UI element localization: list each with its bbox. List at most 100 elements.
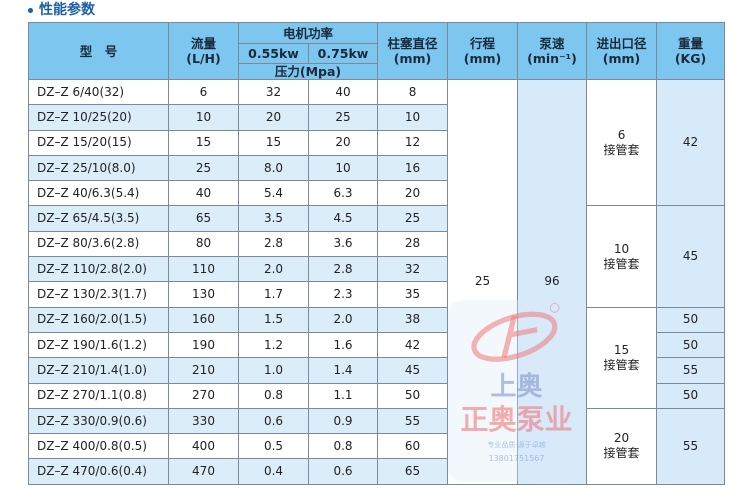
cell-pressure-075: 2.8 — [307, 256, 379, 283]
cell-flow: 210 — [168, 357, 239, 384]
table-body: DZ–Z 6/40(32) 6 32 40 8 25 96 6 接管套 42 DZ–Z 10/25(… — [28, 78, 726, 485]
table-row: DZ–Z 25/10(8.0) 25 8.0 10 16 — [28, 154, 725, 182]
cell-pressure-055: 0.6 — [238, 407, 309, 435]
cell-pressure-075: 3.6 — [307, 230, 379, 258]
cell-plunger: 60 — [377, 433, 449, 460]
cell-model: DZ–Z 330/0.9(0.6) — [28, 407, 169, 435]
cell-plunger: 32 — [377, 256, 449, 283]
cell-model: DZ–Z 25/10(8.0) — [28, 154, 169, 182]
cell-pressure-055: 15 — [238, 129, 309, 156]
table-row: DZ–Z 10/25(20) 10 20 25 10 — [28, 104, 725, 131]
cell-plunger: 35 — [377, 281, 449, 308]
cell-flow: 400 — [168, 433, 239, 460]
cell-model: DZ–Z 130/2.3(1.7) — [28, 281, 169, 308]
cell-port: 20 接管套 — [586, 407, 658, 485]
cell-flow: 15 — [168, 129, 239, 156]
cell-flow: 330 — [168, 407, 239, 435]
cell-pressure-055: 32 — [238, 78, 309, 106]
header-motor-power: 电机功率 — [237, 22, 379, 44]
cell-model: DZ–Z 400/0.8(0.5) — [28, 433, 169, 460]
header-power-055: 0.55kw — [238, 43, 309, 64]
cell-model: DZ–Z 40/6.3(5.4) — [28, 180, 169, 207]
performance-table: 型 号 流量 (L/H) 电机功率 柱塞直径 (mm) 行程 (mm) 泵速 (min⁻… — [28, 22, 726, 485]
cell-pressure-055: 1.7 — [238, 281, 309, 308]
cell-flow: 80 — [168, 230, 239, 258]
table-row: DZ–Z 110/2.8(2.0) 110 2.0 2.8 32 — [28, 256, 725, 283]
cell-pressure-055: 1.0 — [238, 357, 309, 384]
cell-pressure-075: 2.0 — [307, 306, 379, 333]
cell-plunger: 12 — [377, 129, 449, 156]
cell-flow: 270 — [168, 382, 239, 409]
cell-plunger: 25 — [377, 205, 449, 232]
table-row: DZ–Z 40/6.3(5.4) 40 5.4 6.3 20 — [28, 180, 725, 207]
cell-flow: 65 — [168, 205, 239, 232]
header-weight: 重量 (KG) — [656, 22, 726, 80]
cell-weight: 55 — [656, 357, 726, 384]
cell-pressure-055: 2.8 — [238, 230, 309, 258]
section-title: 性能参数 — [28, 2, 95, 19]
cell-pressure-055: 0.5 — [238, 433, 309, 460]
header-model: 型 号 — [28, 22, 169, 80]
cell-pressure-055: 1.2 — [238, 331, 309, 359]
cell-pressure-055: 5.4 — [238, 180, 309, 207]
table-row: DZ–Z 6/40(32) 6 32 40 8 25 96 6 接管套 42 — [28, 78, 726, 485]
cell-weight: 55 — [656, 407, 726, 485]
bullet-icon — [28, 7, 33, 13]
cell-flow: 40 — [168, 180, 239, 207]
cell-model: DZ–Z 80/3.6(2.8) — [28, 230, 169, 258]
cell-pressure-075: 1.4 — [307, 357, 379, 384]
table-row: DZ–Z 400/0.8(0.5) 400 0.5 0.8 60 — [28, 433, 725, 460]
cell-flow: 470 — [168, 458, 239, 485]
cell-port: 6 接管套 — [586, 78, 658, 207]
cell-pressure-075: 0.6 — [307, 458, 379, 485]
cell-model: DZ–Z 10/25(20) — [28, 104, 169, 131]
cell-flow: 6 — [168, 78, 239, 106]
table-row: DZ–Z 160/2.0(1.5) 160 1.5 2.0 38 15 接管套 50 — [28, 306, 726, 409]
cell-flow: 130 — [168, 281, 239, 308]
cell-pressure-055: 1.5 — [238, 306, 309, 333]
cell-weight: 50 — [656, 382, 726, 409]
cell-port: 10 接管套 — [586, 205, 658, 308]
cell-weight: 50 — [656, 331, 726, 359]
table-row: DZ–Z 270/1.1(0.8) 270 0.8 1.1 50 50 — [28, 382, 726, 409]
cell-stroke: 25 — [447, 79, 519, 485]
cell-model: DZ–Z 15/20(15) — [28, 129, 169, 156]
cell-pressure-075: 4.5 — [307, 205, 379, 232]
cell-plunger: 16 — [377, 154, 449, 182]
header-plunger: 柱塞直径 (mm) — [377, 22, 449, 80]
cell-plunger: 8 — [377, 78, 449, 106]
cell-weight: 45 — [656, 205, 726, 308]
cell-model: DZ–Z 270/1.1(0.8) — [28, 382, 169, 409]
cell-plunger: 28 — [377, 230, 449, 258]
cell-plunger: 20 — [377, 180, 449, 207]
header-pressure: 压力(Mpa) — [237, 63, 379, 80]
table-row: DZ–Z 330/0.9(0.6) 330 0.6 0.9 55 20 接管套 55 — [28, 407, 726, 485]
cell-flow: 160 — [168, 306, 239, 333]
table-row: DZ–Z 15/20(15) 15 15 20 12 — [28, 129, 725, 156]
cell-model: DZ–Z 65/4.5(3.5) — [28, 205, 169, 232]
cell-pressure-075: 0.9 — [307, 407, 379, 435]
cell-plunger: 55 — [377, 407, 449, 435]
cell-pressure-055: 0.4 — [238, 458, 309, 485]
cell-pressure-075: 6.3 — [307, 180, 379, 207]
cell-flow: 10 — [168, 104, 239, 131]
cell-pressure-075: 40 — [307, 78, 379, 106]
cell-flow: 110 — [168, 256, 239, 283]
cell-pressure-075: 1.1 — [307, 382, 379, 409]
table-row: DZ–Z 65/4.5(3.5) 65 3.5 4.5 25 10 接管套 45 — [28, 205, 726, 308]
cell-pressure-075: 1.6 — [307, 331, 379, 359]
cell-pressure-075: 0.8 — [307, 433, 379, 460]
table-row: DZ–Z 130/2.3(1.7) 130 1.7 2.3 35 — [28, 281, 725, 308]
cell-speed: 96 — [517, 79, 588, 485]
cell-pressure-075: 20 — [307, 129, 379, 156]
cell-flow: 190 — [168, 331, 239, 359]
header-power-075: 0.75kw — [307, 43, 379, 64]
cell-pressure-075: 2.3 — [307, 281, 379, 308]
cell-plunger: 50 — [377, 382, 449, 409]
cell-model: DZ–Z 160/2.0(1.5) — [28, 306, 169, 333]
cell-weight: 50 — [656, 306, 726, 333]
cell-plunger: 45 — [377, 357, 449, 384]
cell-weight: 42 — [656, 78, 726, 207]
cell-pressure-055: 2.0 — [238, 256, 309, 283]
cell-model: DZ–Z 110/2.8(2.0) — [28, 256, 169, 283]
